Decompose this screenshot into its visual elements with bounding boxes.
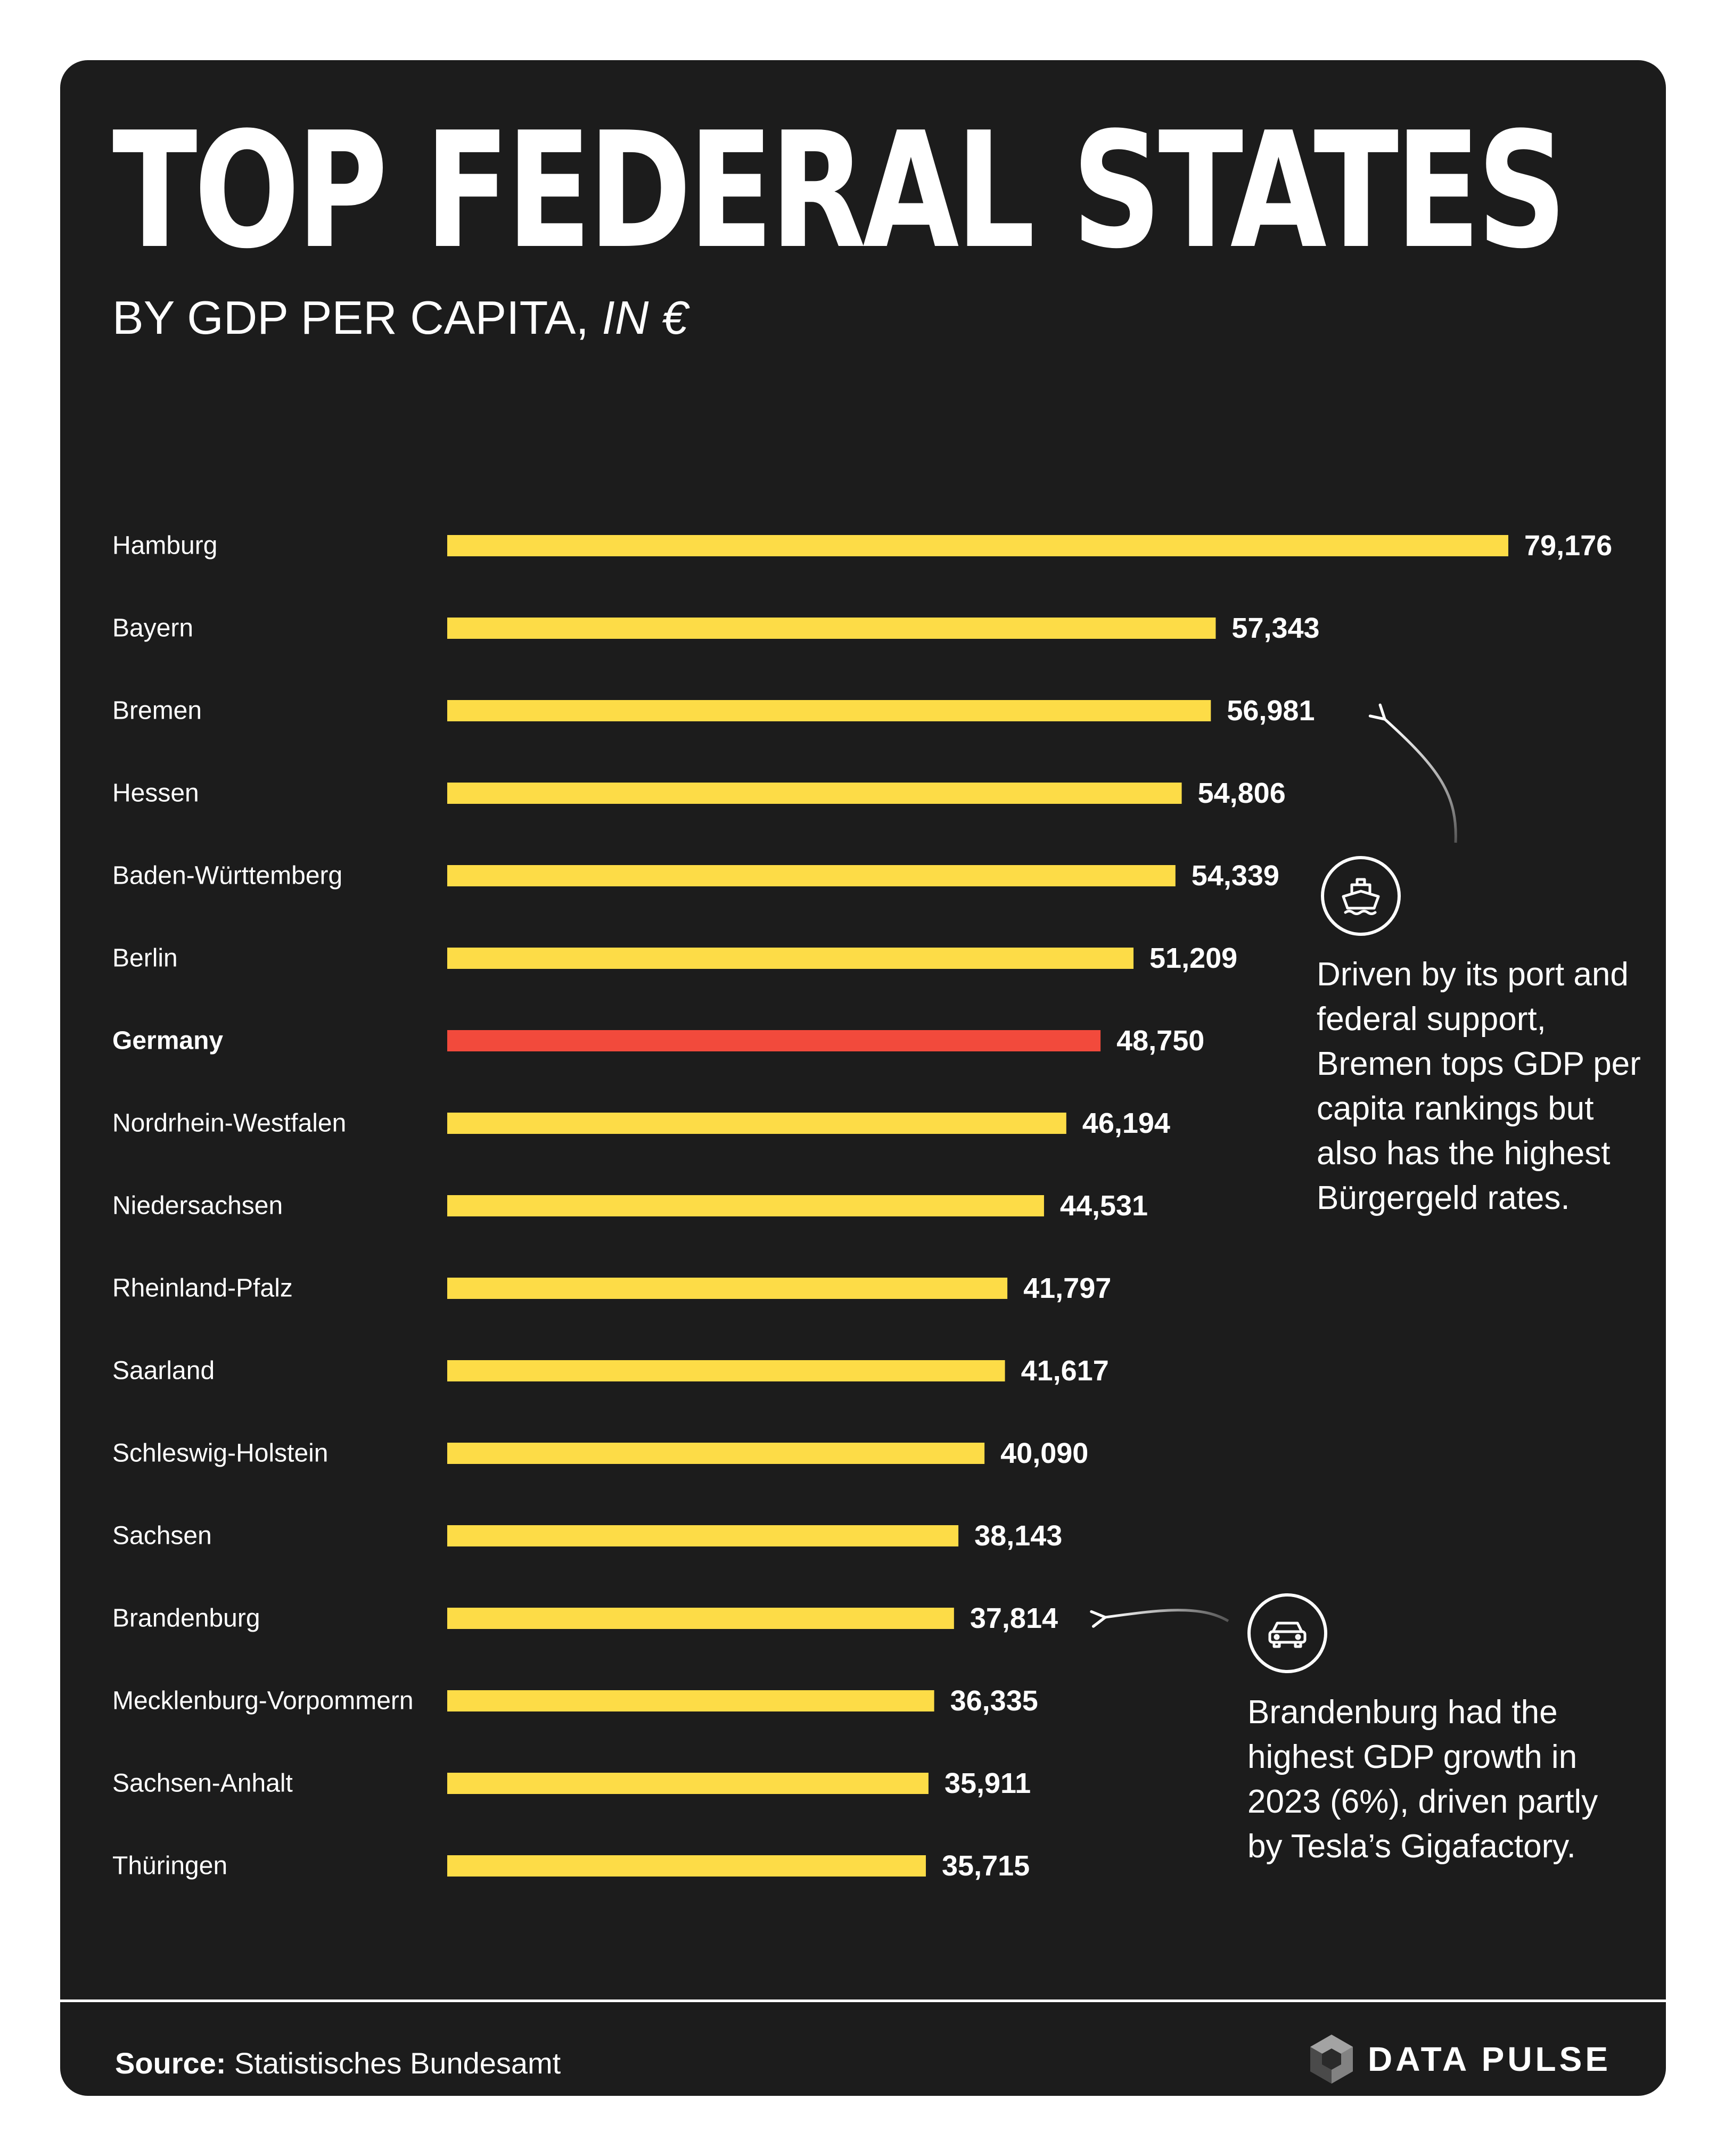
value-label-berlin: 51,209 xyxy=(1149,942,1237,974)
bar-sachsen-anhalt xyxy=(447,1773,929,1794)
bar-rheinland-pfalz xyxy=(447,1278,1008,1299)
category-label-mecklenburg-vorpommern: Mecklenburg-Vorpommern xyxy=(112,1687,414,1715)
value-label-brandenburg: 37,814 xyxy=(970,1602,1058,1634)
ship-icon xyxy=(1321,856,1401,936)
bar-sachsen xyxy=(447,1525,959,1546)
page-subtitle: BY GDP PER CAPITA, IN € xyxy=(112,294,688,341)
value-label-schleswig-holstein: 40,090 xyxy=(1000,1437,1088,1469)
value-label-mecklenburg-vorpommern: 36,335 xyxy=(950,1685,1038,1717)
brandenburg-annotation-text: Brandenburg had the highest GDP growth i… xyxy=(1247,1694,1598,1865)
bar-saarland xyxy=(447,1360,1005,1381)
bar-bayern xyxy=(447,618,1216,639)
category-label-niedersachsen: Niedersachsen xyxy=(112,1192,283,1220)
brand-name: DATA PULSE xyxy=(1367,2040,1611,2078)
brandenburg-annotation-arrow xyxy=(1090,1609,1229,1628)
bremen-annotation-arrow xyxy=(1368,703,1457,843)
page-title: TOP FEDERAL STATES xyxy=(112,98,1567,284)
value-label-bayern: 57,343 xyxy=(1231,612,1319,644)
bar-brandenburg xyxy=(447,1608,954,1629)
category-label-hamburg: Hamburg xyxy=(112,532,217,560)
category-label-sachsen: Sachsen xyxy=(112,1522,212,1550)
category-label-thuringen: Thüringen xyxy=(112,1852,227,1880)
value-label-hamburg: 79,176 xyxy=(1524,530,1612,562)
value-label-germany: 48,750 xyxy=(1116,1025,1204,1057)
category-label-germany: Germany xyxy=(112,1027,223,1055)
brand-logo: DATA PULSE xyxy=(1307,2030,1611,2088)
bar-thuringen xyxy=(447,1855,926,1877)
source-label: Source: xyxy=(115,2046,226,2080)
category-label-rheinland-pfalz: Rheinland-Pfalz xyxy=(112,1274,293,1303)
source-text: Statistisches Bundesamt xyxy=(226,2046,561,2080)
bar-schleswig-holstein xyxy=(447,1443,985,1464)
value-label-thuringen: 35,715 xyxy=(942,1850,1030,1882)
bar-bremen xyxy=(447,700,1211,721)
category-label-bayern: Bayern xyxy=(112,614,193,643)
value-label-niedersachsen: 44,531 xyxy=(1060,1190,1148,1222)
category-label-bremen: Bremen xyxy=(112,697,202,725)
value-label-baden-wurttemberg: 54,339 xyxy=(1192,860,1279,892)
value-label-saarland: 41,617 xyxy=(1021,1355,1109,1387)
car-icon xyxy=(1247,1593,1327,1673)
category-label-hessen: Hessen xyxy=(112,779,199,808)
subtitle-text: BY GDP PER CAPITA, xyxy=(112,291,602,344)
bar-nordrhein-westfalen xyxy=(447,1113,1066,1134)
category-label-sachsen-anhalt: Sachsen-Anhalt xyxy=(112,1770,293,1798)
data-pulse-logo-icon xyxy=(1310,2035,1353,2084)
bar-baden-wurttemberg xyxy=(447,865,1176,886)
value-label-bremen: 56,981 xyxy=(1227,695,1315,727)
value-label-sachsen-anhalt: 35,911 xyxy=(944,1767,1031,1799)
bar-niedersachsen xyxy=(447,1195,1044,1216)
bar-chart: Hamburg 79,176 Bayern 57,343 Bremen 56,981 Hes… xyxy=(112,530,1612,1882)
category-label-berlin: Berlin xyxy=(112,944,178,973)
infographic-card: TOP FEDERAL STATES BY GDP PER CAPITA, IN… xyxy=(60,60,1666,2096)
subtitle-unit: IN € xyxy=(602,291,688,344)
footer-divider xyxy=(60,1999,1666,2002)
category-label-saarland: Saarland xyxy=(112,1357,215,1385)
bar-mecklenburg-vorpommern xyxy=(447,1690,934,1711)
bremen-annotation-text: Driven by its port and federal support, … xyxy=(1317,956,1641,1216)
bar-hessen xyxy=(447,783,1182,804)
source-note: Source: Statistisches Bundesamt xyxy=(115,2046,561,2080)
category-label-brandenburg: Brandenburg xyxy=(112,1604,260,1633)
category-label-schleswig-holstein: Schleswig-Holstein xyxy=(112,1439,328,1468)
value-label-hessen: 54,806 xyxy=(1198,777,1286,809)
bar-hamburg xyxy=(447,535,1508,556)
value-label-rheinland-pfalz: 41,797 xyxy=(1023,1272,1111,1304)
value-label-sachsen: 38,143 xyxy=(974,1520,1062,1552)
bar-germany xyxy=(447,1030,1101,1051)
category-label-baden-wurttemberg: Baden-Württemberg xyxy=(112,862,342,890)
bars-layer: Hamburg 79,176 Bayern 57,343 Bremen 56,981 Hes… xyxy=(112,530,1612,1882)
value-label-nordrhein-westfalen: 46,194 xyxy=(1082,1107,1170,1139)
bar-berlin xyxy=(447,948,1134,969)
category-label-nordrhein-westfalen: Nordrhein-Westfalen xyxy=(112,1109,346,1138)
